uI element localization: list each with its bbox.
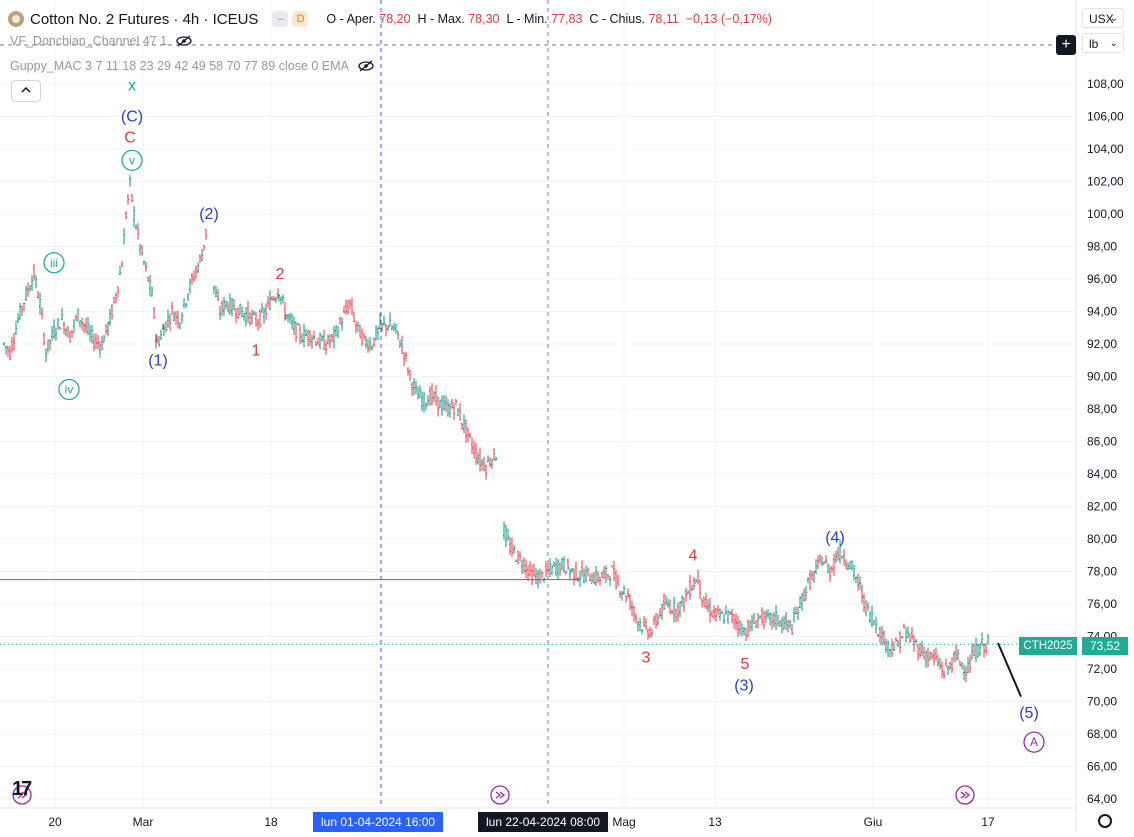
unit-select[interactable]: lb ⌄ [1082, 33, 1124, 53]
wave-label: 2 [276, 266, 285, 283]
scroll-arrow-icon [495, 791, 502, 799]
scroll-arrow-icon [499, 791, 506, 799]
header-controls: – D [272, 11, 309, 27]
y-tick-label: 104,00 [1087, 142, 1124, 156]
symbol-logo-icon [8, 11, 24, 27]
delayed-badge[interactable]: D [292, 11, 309, 27]
open-label: O - Aper. [326, 12, 376, 26]
wave-label: (3) [734, 677, 754, 694]
last-price-tag: 73,52 [1082, 637, 1128, 655]
wave-label: iv [65, 383, 74, 397]
indicator-guppy-label: Guppy_MAC 3 7 11 18 23 29 42 49 58 70 77… [10, 59, 349, 73]
minus-icon[interactable]: – [272, 11, 289, 27]
open-value: 78,20 [379, 12, 411, 26]
eye-off-icon[interactable] [357, 60, 375, 72]
symbol-title[interactable]: Cotton No. 2 Futures · 4h · ICEUS [30, 10, 259, 28]
chevron-down-icon: ⌄ [1109, 13, 1118, 24]
chevron-up-icon [21, 86, 31, 93]
indicator-guppy[interactable]: Guppy_MAC 3 7 11 18 23 29 42 49 58 70 77… [10, 59, 375, 73]
y-tick-label: 100,00 [1087, 207, 1124, 221]
y-tick-label: 92,00 [1087, 337, 1117, 351]
crosshair-date-tag-2: lun 22-04-2024 08:00 [478, 812, 609, 832]
wave-label: (4) [825, 529, 845, 546]
wave-label-circle [121, 149, 143, 172]
scroll-arrow-icon [964, 791, 971, 799]
wave-label: 4 [689, 547, 698, 564]
scroll-arrow-icon [960, 791, 967, 799]
close-label: C - Chius. [589, 12, 645, 26]
y-tick-label: 86,00 [1087, 435, 1117, 449]
wave-label: C [124, 130, 136, 147]
indicator-donchian[interactable]: VF_Donchian_Channel 47 1 [10, 34, 193, 48]
ohlc-readout: O - Aper. 78,20 H - Max. 78,30 L - Min. … [326, 12, 772, 26]
wave-label-circle [58, 378, 80, 401]
wave-label: 1 [252, 343, 261, 360]
change-value: −0,13 (−0,17%) [685, 12, 772, 26]
wave-label-circle [1023, 731, 1045, 753]
currency-select[interactable]: USX ⌄ [1082, 8, 1124, 28]
unit-label: lb [1089, 37, 1099, 51]
symbol-price-tag: CTH2025 [1019, 637, 1077, 655]
y-tick-label: 80,00 [1087, 532, 1117, 546]
x-tick-label: 13 [708, 815, 722, 829]
close-value: 78,11 [648, 12, 679, 26]
x-tick-label: Mag [612, 815, 635, 829]
wave-label-circle [43, 252, 65, 274]
wave-label: (1) [148, 352, 168, 369]
y-tick-label: 84,00 [1087, 467, 1117, 481]
y-tick-label: 64,00 [1087, 792, 1117, 806]
y-tick-label: 88,00 [1087, 402, 1117, 416]
high-value: 78,30 [468, 12, 500, 26]
wave-label: 3 [642, 650, 651, 667]
high-label: H - Max. [417, 12, 465, 26]
wave-label: A [1030, 735, 1038, 749]
indicator-donchian-label: VF_Donchian_Channel 47 1 [10, 34, 168, 48]
settings-gear-icon[interactable] [1098, 814, 1112, 828]
y-tick-label: 82,00 [1087, 500, 1117, 514]
wave-label: (5) [1019, 705, 1039, 722]
y-tick-label: 68,00 [1087, 727, 1117, 741]
y-tick-label: 90,00 [1087, 370, 1117, 384]
x-tick-label: 17 [981, 815, 995, 829]
y-tick-label: 76,00 [1087, 597, 1117, 611]
y-tick-label: 94,00 [1087, 305, 1117, 319]
x-tick-label: 20 [48, 815, 62, 829]
x-tick-label: 18 [264, 815, 278, 829]
y-tick-label: 98,00 [1087, 240, 1117, 254]
crosshair-date-tag-1: lun 01-04-2024 16:00 [313, 812, 444, 832]
y-tick-label: 78,00 [1087, 565, 1117, 579]
wave-label: (2) [199, 206, 219, 223]
wave-label: 5 [741, 656, 750, 673]
y-tick-label: 70,00 [1087, 695, 1117, 709]
add-plus-button[interactable]: + [1056, 35, 1076, 55]
y-tick-label: 72,00 [1087, 662, 1117, 676]
wave-label: v [129, 153, 135, 167]
low-value: 77,83 [551, 12, 583, 26]
collapse-legend-button[interactable] [11, 80, 41, 102]
projection-line [997, 642, 1022, 698]
wave-label: x [128, 78, 136, 95]
y-tick-label: 66,00 [1087, 760, 1117, 774]
eye-off-icon[interactable] [175, 35, 193, 47]
wave-label: iii [50, 256, 58, 270]
low-label: L - Min. [506, 12, 548, 26]
currency-label: USX [1089, 12, 1114, 26]
scroll-arrow-icon [21, 791, 28, 799]
chevron-down-icon: ⌄ [1109, 38, 1118, 49]
chart-header: Cotton No. 2 Futures · 4h · ICEUS – D O … [8, 8, 772, 30]
y-tick-label: 102,00 [1087, 175, 1124, 189]
y-tick-label: 106,00 [1087, 110, 1124, 124]
tradingview-logo-icon[interactable]: 17 [12, 778, 32, 800]
y-tick-label: 108,00 [1087, 77, 1124, 91]
wave-label: (C) [121, 109, 143, 126]
price-axis-bg [1076, 0, 1134, 832]
x-tick-label: Mar [133, 815, 154, 829]
scroll-arrow-icon [17, 791, 24, 799]
y-tick-label: 96,00 [1087, 272, 1117, 286]
x-tick-label: Giu [864, 815, 883, 829]
